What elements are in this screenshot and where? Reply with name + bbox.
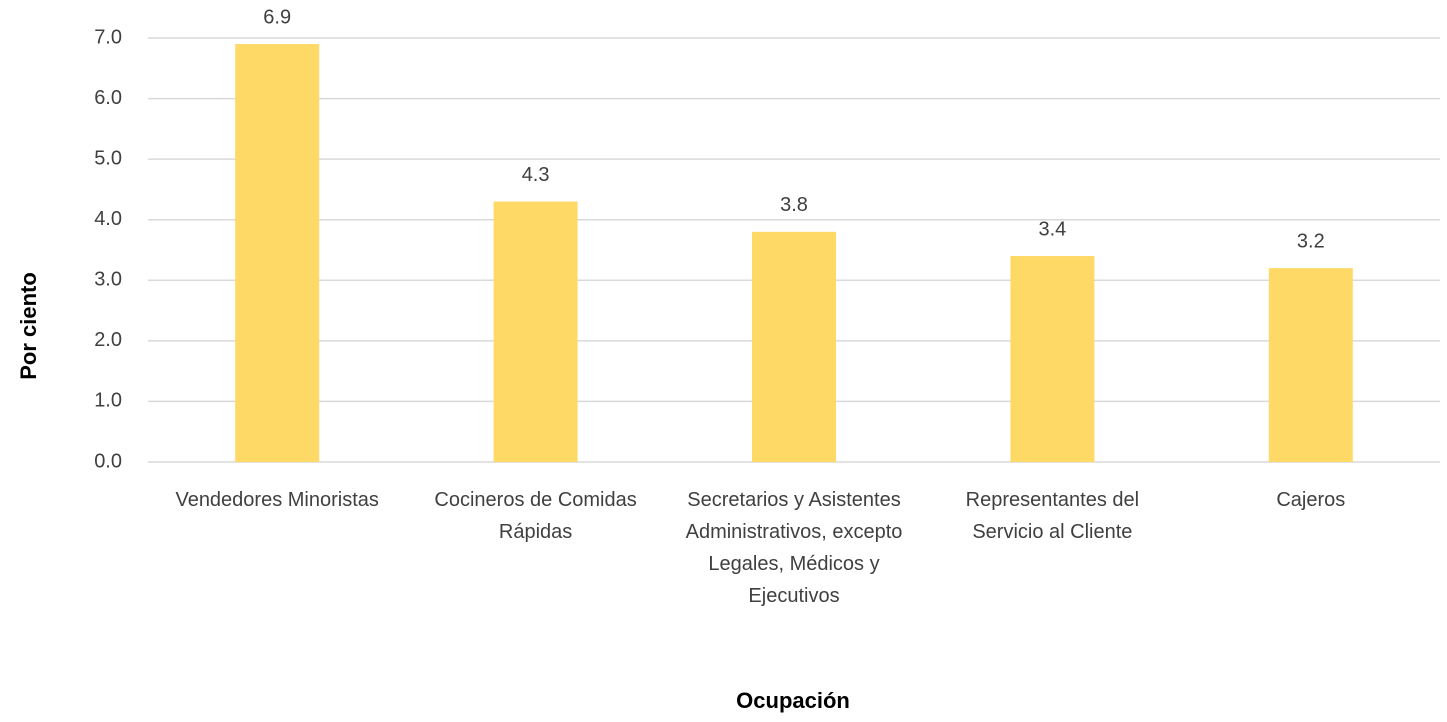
x-tick-label: Cocineros de Comidas Rápidas xyxy=(434,489,637,543)
x-tick-label: Secretarios y Asistentes Administrativos… xyxy=(685,489,903,607)
x-tick-label: Representantes del Servicio al Cliente xyxy=(965,489,1140,543)
x-tick-label: Vendedores Minoristas xyxy=(175,489,379,511)
data-label: 3.8 xyxy=(780,194,808,216)
y-tick-label: 6.0 xyxy=(94,87,122,109)
data-label: 3.2 xyxy=(1297,230,1325,252)
data-label: 3.4 xyxy=(1038,218,1066,240)
y-tick-label: 0.0 xyxy=(94,450,122,472)
x-axis-label: Ocupación xyxy=(736,688,850,713)
bar xyxy=(1268,268,1353,462)
y-tick-label: 2.0 xyxy=(94,329,122,351)
y-tick-label: 4.0 xyxy=(94,208,122,230)
y-axis-label: Por ciento xyxy=(16,272,41,380)
y-tick-label: 3.0 xyxy=(94,269,122,291)
x-tick-label: Cajeros xyxy=(1276,489,1346,511)
bar xyxy=(752,231,836,462)
bar xyxy=(235,44,320,463)
y-tick-label: 5.0 xyxy=(94,147,122,169)
y-tick-label: 7.0 xyxy=(94,26,122,48)
y-tick-label: 1.0 xyxy=(94,390,122,412)
data-label: 6.9 xyxy=(263,6,291,28)
data-label: 4.3 xyxy=(522,164,550,186)
bar xyxy=(493,201,578,463)
bar xyxy=(1010,256,1095,462)
